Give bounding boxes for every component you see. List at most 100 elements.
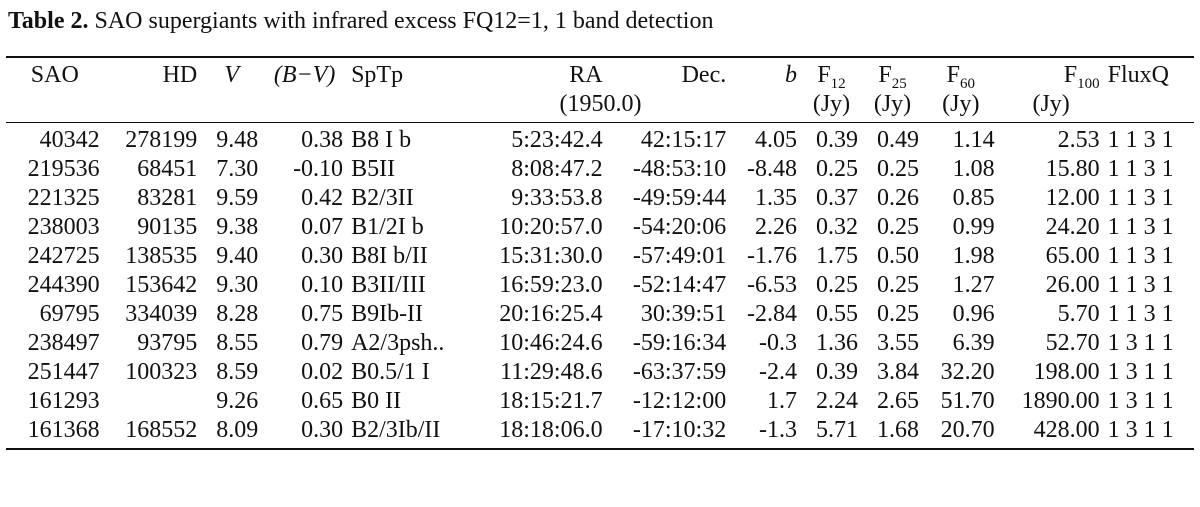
cell-dec: 30:39:51 [640, 301, 727, 327]
cell-v: 9.59 [216, 185, 259, 211]
cell-b: -2.4 [758, 359, 797, 385]
caption-label: Table 2. [8, 8, 89, 34]
cell-f100: 26.00 [1045, 272, 1100, 298]
cell-ra: 9:33:53.8 [511, 185, 603, 211]
cell-f25: 3.84 [877, 359, 920, 385]
cell-f100: 65.00 [1045, 243, 1100, 269]
f12-subscript: 12 [830, 75, 846, 92]
cell-sao: 242725 [27, 243, 100, 269]
cell-sptp: B9Ib-II [351, 301, 424, 327]
cell-b: -6.53 [746, 272, 797, 298]
cell-dec: -59:16:34 [632, 330, 727, 356]
cell-b: -0.3 [758, 330, 797, 356]
cell-f60: 1.14 [952, 127, 995, 153]
cell-f100: 428.00 [998, 416, 1104, 450]
cell-sao: 238497 [27, 330, 100, 356]
table-row: 238497 93795 8.55 0.79 A2/3psh.. 10:46:24.6 -5… [6, 329, 1194, 358]
cell-f100: 2.53 [1057, 127, 1100, 153]
units-empty-v [201, 90, 263, 123]
cell-v: 9.40 [216, 243, 259, 269]
cell-sptp: B8I b/II [351, 243, 428, 269]
cell-f12: 2.24 [816, 388, 858, 414]
cell-sptp: B5II [351, 156, 396, 182]
cell-f12: 0.37 [816, 185, 858, 211]
col-hd-header: HD [103, 56, 202, 90]
cell-sptp: B2/3Ib/II [347, 416, 471, 450]
cell-f12: 0.55 [816, 301, 858, 327]
cell-f60: 1.27 [952, 272, 995, 298]
cell-f12: 0.39 [816, 359, 858, 385]
cell-dec: -63:37:59 [632, 359, 727, 385]
cell-sao: 238003 [27, 214, 100, 240]
cell-b: -1.76 [746, 243, 797, 269]
units-empty-fluxq [1103, 90, 1194, 123]
cell-v: 8.59 [216, 359, 259, 385]
cell-ra: 8:08:47.2 [511, 156, 603, 182]
col-bv-header: (B−V) [262, 56, 348, 90]
cell-v: 8.55 [216, 330, 259, 356]
cell-sao: 40342 [39, 127, 100, 153]
cell-sptp: B8 I b [351, 127, 412, 153]
table-row: 161293 9.26 0.65 B0 II 18:15:21.7 -12:12:00 1.… [6, 387, 1194, 416]
cell-f12: 0.25 [816, 156, 858, 182]
units-empty-sao [6, 90, 104, 123]
col-sptp-header: SpTp [347, 56, 471, 90]
units-empty-hd [103, 90, 202, 123]
cell-bv: 0.07 [301, 214, 344, 240]
header-row: SAO HD V (B−V) SpTp RA Dec. b F12 F25 F6… [6, 56, 1194, 92]
table-body: 40342 278199 9.48 0.38 B8 I b 5:23:42.4 42:15:… [6, 123, 1194, 450]
col-f25-header: F25 [862, 56, 924, 92]
table-row: 219536 68451 7.30 -0.10 B5II 8:08:47.2 -48:53:… [6, 155, 1194, 184]
cell-f12: 1.36 [816, 330, 858, 356]
cell-bv: 0.30 [301, 243, 344, 269]
cell-sptp: B2/3II [351, 185, 414, 211]
col-f12-header: F12 [800, 56, 862, 92]
cell-bv: 0.02 [301, 359, 344, 385]
table-row: 244390 153642 9.30 0.10 B3II/III 16:59:23.0 -5… [6, 271, 1194, 300]
col-b-header: b [730, 56, 801, 90]
f25-subscript: 25 [891, 75, 907, 92]
cell-fluxq: 1 1 3 1 [1107, 156, 1174, 182]
cell-bv: 0.30 [262, 416, 348, 450]
cell-hd: 90135 [137, 214, 198, 240]
cell-fluxq: 1 1 3 1 [1107, 272, 1174, 298]
cell-f100: 5.70 [1057, 301, 1100, 327]
cell-fluxq: 1 1 3 1 [1107, 185, 1174, 211]
cell-f25: 1.68 [862, 416, 924, 450]
cell-f25: 0.25 [877, 214, 920, 240]
cell-fluxq: 1 3 1 1 [1107, 388, 1174, 414]
cell-dec: -49:59:44 [632, 185, 727, 211]
cell-ra: 16:59:23.0 [499, 272, 603, 298]
cell-dec: 42:15:17 [640, 127, 727, 153]
cell-hd: 168552 [103, 416, 202, 450]
cell-v: 9.38 [216, 214, 259, 240]
cell-f60: 1.98 [952, 243, 995, 269]
cell-dec: -57:49:01 [632, 243, 727, 269]
f60-unit: (Jy) [923, 90, 999, 123]
cell-bv: 0.79 [301, 330, 344, 356]
cell-sao: 161293 [27, 388, 100, 414]
cell-b: 1.7 [766, 388, 797, 414]
col-f60-header: F60 [923, 56, 999, 91]
cell-dec: -17:10:32 [606, 416, 731, 450]
cell-b: -2.84 [746, 301, 797, 327]
cell-sao: 244390 [27, 272, 100, 298]
cell-v: 9.26 [216, 388, 259, 414]
cell-f60: 0.85 [952, 185, 995, 211]
cell-bv: 0.42 [301, 185, 344, 211]
cell-bv: 0.75 [301, 301, 344, 327]
header-units-row: (1950.0) (Jy) (Jy) (Jy) (Jy) [6, 90, 1194, 123]
cell-sptp: B0 II [351, 388, 402, 414]
col-v-header: V [201, 56, 263, 90]
table-row: 221325 83281 9.59 0.42 B2/3II 9:33:53.8 -49:59… [6, 184, 1194, 213]
cell-f60: 20.70 [923, 416, 999, 450]
table-caption: Table 2. SAO supergiants with infrared e… [8, 6, 713, 36]
cell-f25: 0.25 [877, 156, 920, 182]
cell-hd [104, 387, 202, 416]
cell-v: 7.30 [216, 156, 259, 182]
cell-dec: -48:53:10 [632, 156, 727, 182]
cell-f100: 52.70 [1045, 330, 1100, 356]
table-row: 69795 334039 8.28 0.75 B9Ib-II 20:16:25.4 30:3… [6, 300, 1194, 329]
cell-hd: 93795 [137, 330, 198, 356]
